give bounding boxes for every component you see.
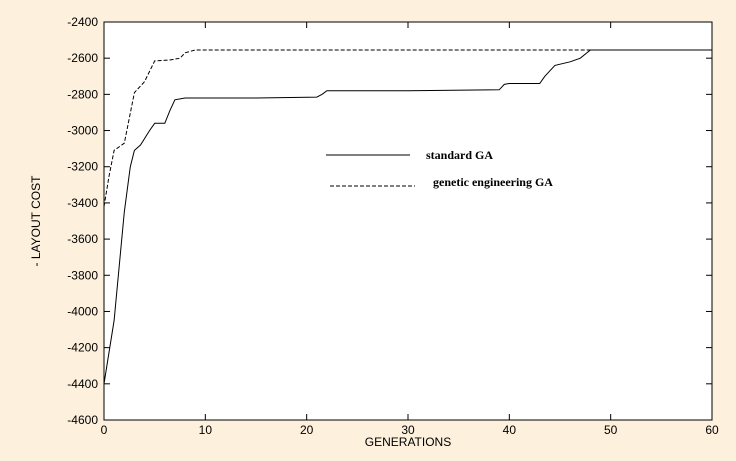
x-tick-label: 10 [199, 423, 213, 437]
legend-label-genetic-engineering-ga: genetic engineering GA [433, 175, 553, 189]
y-tick-label: -4000 [67, 304, 98, 318]
y-axis-ticks: -2400 -2600 -2800 -3000 -3200 -3400 -3600 -3800… [67, 15, 712, 427]
y-tick-label: -3000 [67, 124, 98, 138]
legend: standard GA genetic engineering GA [326, 148, 553, 189]
series-layer [103, 49, 712, 384]
series-line-genetic-engineering-ga [103, 49, 712, 207]
y-tick-label: -3800 [67, 268, 98, 282]
y-tick-label: -3200 [67, 160, 98, 174]
y-tick-label: -3400 [67, 196, 98, 210]
y-tick-label: -2800 [67, 87, 98, 101]
series-line-standard-ga [103, 49, 712, 384]
x-tick-label: 40 [503, 423, 517, 437]
x-axis-ticks: 0 10 20 30 40 50 60 [101, 22, 719, 437]
x-tick-label: 30 [401, 423, 415, 437]
x-tick-label: 60 [705, 423, 719, 437]
y-tick-label: -4400 [67, 377, 98, 391]
x-axis-label: GENERATIONS [365, 435, 451, 449]
legend-label-standard-ga: standard GA [426, 148, 493, 162]
x-tick-label: 50 [604, 423, 618, 437]
y-tick-label: -3600 [67, 232, 98, 246]
y-tick-label: -2400 [67, 15, 98, 29]
plot-area [103, 21, 713, 421]
x-tick-label: 0 [101, 423, 108, 437]
y-tick-label: -4600 [67, 413, 98, 427]
y-axis-label: - LAYOUT COST [29, 175, 43, 267]
y-tick-label: -2600 [67, 51, 98, 65]
x-tick-label: 20 [300, 423, 314, 437]
y-tick-label: -4200 [67, 341, 98, 355]
